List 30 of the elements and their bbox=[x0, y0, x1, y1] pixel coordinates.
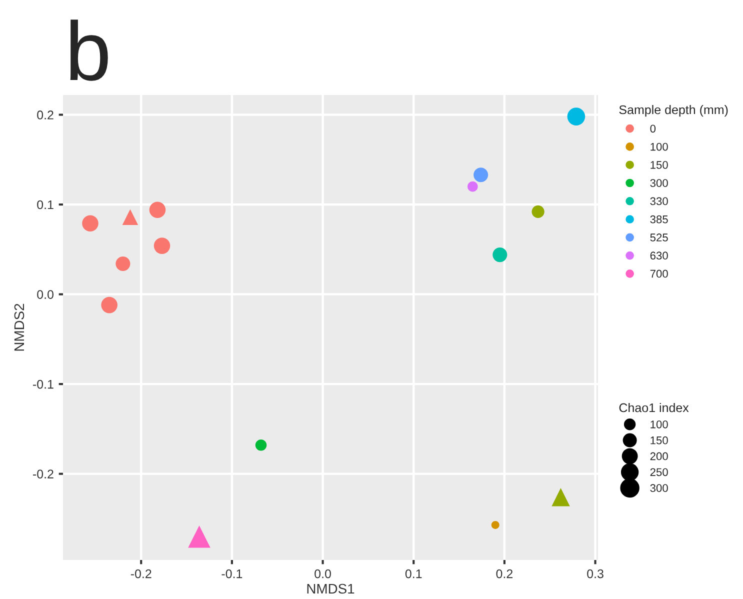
y-tick-label: -0.1 bbox=[32, 380, 54, 389]
legend-label: 100 bbox=[650, 420, 668, 428]
legend-label: 630 bbox=[650, 252, 668, 260]
legend-label: 385 bbox=[650, 215, 668, 224]
chart-title: b bbox=[70, 20, 108, 81]
x-tick-label: -0.2 bbox=[130, 569, 152, 578]
y-tick-label: -0.2 bbox=[32, 470, 54, 478]
y-axis-title: NMDS2 bbox=[14, 304, 24, 351]
x-tick-label: 0.2 bbox=[496, 569, 513, 578]
legend-title: Sample depth (mm) bbox=[619, 105, 728, 117]
x-tick-label: 0.0 bbox=[314, 569, 331, 578]
legend-label: 0 bbox=[650, 124, 656, 133]
legend-label: 250 bbox=[650, 468, 668, 476]
x-tick-label: -0.1 bbox=[222, 569, 242, 578]
legend-label: 300 bbox=[650, 179, 668, 187]
legend-label: 200 bbox=[650, 452, 668, 460]
legend-label: 300 bbox=[650, 484, 668, 492]
legend-label: 330 bbox=[650, 197, 668, 206]
x-tick-label: 0.3 bbox=[587, 569, 604, 578]
y-tick-label: 0.2 bbox=[37, 110, 54, 120]
x-axis-title: NMDS1 bbox=[307, 584, 354, 594]
text: Chao1 index bbox=[619, 402, 689, 412]
y-tick-label: 0.1 bbox=[37, 200, 54, 210]
legend-label: 100 bbox=[650, 142, 668, 151]
y-tick-label: 0.0 bbox=[37, 290, 54, 299]
legend-label: 150 bbox=[650, 436, 668, 444]
legend-label: 150 bbox=[650, 160, 668, 169]
x-tick-label: 0.1 bbox=[405, 569, 422, 578]
legend-label: 700 bbox=[650, 270, 668, 278]
legend-label: 525 bbox=[650, 234, 668, 242]
